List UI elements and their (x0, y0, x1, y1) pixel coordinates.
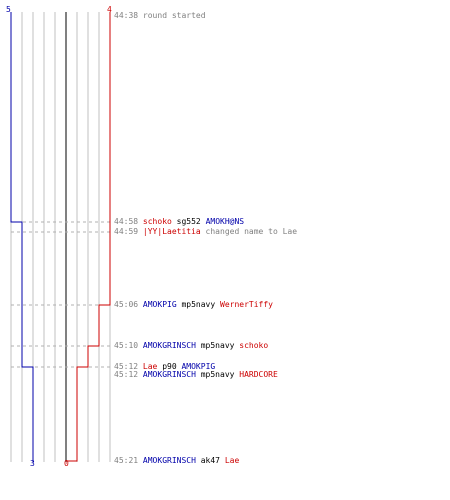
event-message: round started (142, 11, 206, 20)
event-weapon: sg552 (176, 217, 201, 226)
event-weapon: mp5navy (200, 370, 235, 379)
event-time: 44:38 (114, 11, 139, 20)
round-timeline-graph (10, 12, 112, 462)
event-player: |YY|Laetitia (142, 227, 201, 236)
blue-team-start-score: 5 (6, 5, 11, 14)
event-player: schoko (142, 217, 172, 226)
event-time: 45:10 (114, 341, 139, 350)
event-time: 45:12 (114, 362, 139, 371)
blue-team-line (10, 12, 34, 462)
event-time: 45:21 (114, 456, 139, 465)
red-team-end-score: 0 (64, 459, 69, 468)
event-weapon: ak47 (200, 456, 220, 465)
event-time: 44:59 (114, 227, 139, 236)
event-row: 44:59 |YY|Laetitia changed name to Lae (114, 227, 297, 237)
red-team-start-score: 4 (107, 5, 112, 14)
event-row: 44:58 schoko sg552 AMOKH@NS (114, 217, 244, 227)
event-player: AMOKGRINSCH (142, 456, 196, 465)
event-row: 45:10 AMOKGRINSCH mp5navy schoko (114, 341, 268, 351)
event-player: Lae (224, 456, 240, 465)
event-time: 45:12 (114, 370, 139, 379)
event-row: 45:12 Lae p90 AMOKPIG (114, 362, 215, 372)
event-row: 45:06 AMOKPIG mp5navy WernerTiffy (114, 300, 273, 310)
event-player: AMOKGRINSCH (142, 341, 196, 350)
event-time: 45:06 (114, 300, 139, 309)
event-player: Lae (142, 362, 158, 371)
event-row: 44:38 round started (114, 11, 206, 21)
blue-team-end-score: 3 (30, 459, 35, 468)
event-message: changed name to Lae (205, 227, 298, 236)
event-player: schoko (239, 341, 269, 350)
event-time: 44:58 (114, 217, 139, 226)
event-player: WernerTiffy (220, 300, 273, 309)
event-player: AMOKPIG (142, 300, 177, 309)
event-player: AMOKH@NS (205, 217, 245, 226)
event-player: AMOKPIG (181, 362, 216, 371)
event-weapon: p90 (162, 362, 177, 371)
event-weapon: mp5navy (181, 300, 216, 309)
red-team-line (66, 12, 111, 462)
event-weapon: mp5navy (200, 341, 235, 350)
event-row: 45:21 AMOKGRINSCH ak47 Lae (114, 456, 239, 466)
event-player: HARDCORE (239, 370, 278, 379)
event-player: AMOKGRINSCH (142, 370, 196, 379)
event-row: 45:12 AMOKGRINSCH mp5navy HARDCORE (114, 370, 278, 380)
